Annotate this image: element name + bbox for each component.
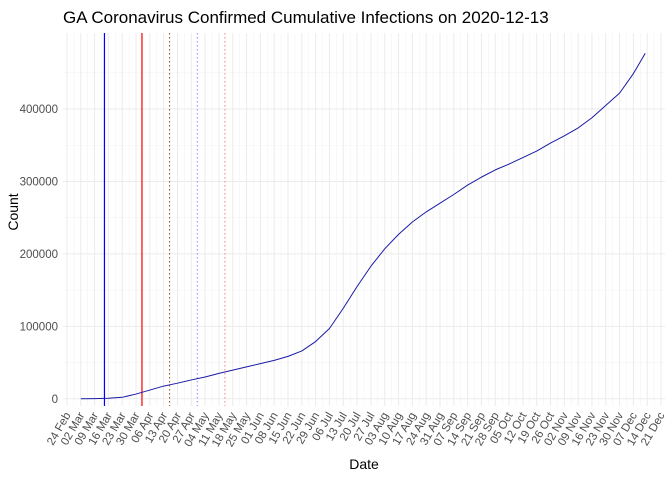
reference-lines <box>103 33 226 406</box>
y-axis-title: Count <box>5 193 21 230</box>
y-tick-label: 400000 <box>20 104 58 116</box>
major-gridlines <box>63 33 665 406</box>
series-layer <box>80 53 646 400</box>
y-tick-labels: 0 100000 200000 300000 400000 <box>20 104 58 406</box>
y-tick-label: 0 <box>52 394 58 406</box>
chart-title: GA Coronavirus Confirmed Cumulative Infe… <box>63 8 549 27</box>
y-tick-label: 300000 <box>20 176 58 188</box>
y-tick-label: 100000 <box>20 321 58 333</box>
y-tick-label: 200000 <box>20 249 58 261</box>
x-axis-title: Date <box>349 456 379 472</box>
series-line-1 <box>80 53 646 400</box>
